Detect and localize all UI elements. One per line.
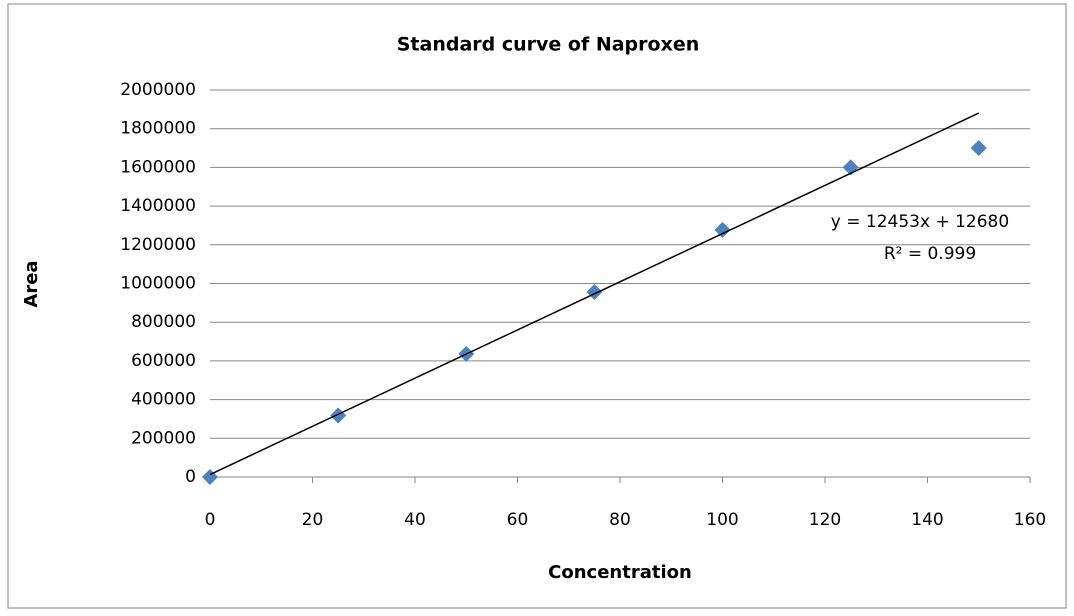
y-tick-label: 0 [185,467,196,487]
x-tick-label: 0 [205,510,216,530]
trendline-equation: y = 12453x + 12680 [831,212,1009,232]
y-tick-label: 1800000 [120,119,196,139]
y-tick-label: 600000 [131,351,196,371]
x-tick-label: 80 [609,510,631,530]
y-tick-label: 400000 [131,390,196,410]
y-tick-label: 200000 [131,428,196,448]
y-tick-label: 1200000 [120,235,196,255]
y-tick-label: 1400000 [120,196,196,216]
x-tick-label: 60 [507,510,529,530]
y-tick-label: 1600000 [120,157,196,177]
y-tick-label: 1000000 [120,274,196,294]
data-point [330,407,347,424]
chart-title: Standard curve of Naproxen [397,34,700,56]
x-axis-label: Concentration [548,562,692,583]
r-squared: R² = 0.999 [884,244,976,264]
x-tick-label: 100 [706,510,738,530]
y-tick-label: 2000000 [120,80,196,100]
trendline [209,112,980,476]
y-axis-label: Area [21,260,42,307]
data-point [714,221,731,238]
x-tick-label: 20 [302,510,324,530]
x-tick-label: 160 [1014,510,1046,530]
x-tick-label: 40 [404,510,426,530]
data-point [970,140,987,157]
y-tick-label: 800000 [131,312,196,332]
x-tick-label: 140 [911,510,943,530]
x-tick-label: 120 [809,510,841,530]
chart-border [7,3,1067,609]
